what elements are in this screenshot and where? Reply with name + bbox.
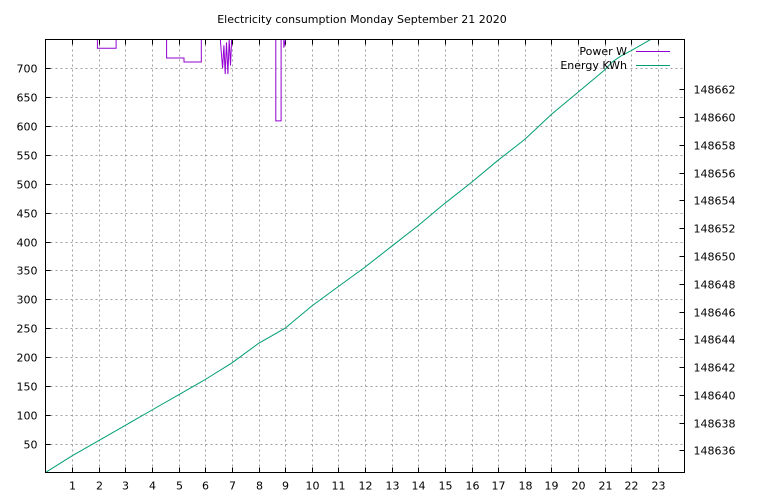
y2-tick-label: 148646 [694, 307, 736, 320]
y2-tick-label: 148640 [694, 390, 736, 403]
y-tick-label: 700 [17, 63, 38, 76]
y2-tick-label: 148652 [694, 223, 736, 236]
x-tick-label: 17 [492, 480, 506, 493]
x-tick-label: 7 [229, 480, 236, 493]
x-tick-label: 15 [439, 480, 453, 493]
grid-layer [45, 39, 685, 473]
y-tick-label: 100 [17, 410, 38, 423]
y2-tick-label: 148656 [694, 168, 736, 181]
series-line-2 [45, 39, 652, 473]
x-tick-label: 22 [625, 480, 639, 493]
x-tick-label: 6 [202, 480, 209, 493]
x-tick-label: 16 [466, 480, 480, 493]
series-layer [45, 39, 652, 473]
y2-tick-label: 148638 [694, 418, 736, 431]
y-tick-label: 600 [17, 121, 38, 134]
plot-frame [45, 39, 685, 473]
y2-tick-label: 148650 [694, 251, 736, 264]
tick-layer: 1 2 3 4 5 6 7 8 9 10 11 12 13 14 15 16 17 18 19 20 21 22 23501… [17, 39, 736, 493]
legend-label: Power W [579, 45, 627, 58]
y2-tick-label: 148658 [694, 140, 736, 153]
y-tick-label: 500 [17, 179, 38, 192]
x-tick-label: 1 [69, 480, 76, 493]
y2-tick-label: 148644 [694, 334, 736, 347]
x-tick-label: 8 [256, 480, 263, 493]
y-tick-label: 250 [17, 323, 38, 336]
y-tick-label: 450 [17, 208, 38, 221]
y-tick-label: 350 [17, 265, 38, 278]
x-tick-label: 13 [386, 480, 400, 493]
y2-tick-label: 148660 [694, 112, 736, 125]
x-tick-label: 10 [306, 480, 320, 493]
x-tick-label: 21 [599, 480, 613, 493]
y-tick-label: 650 [17, 92, 38, 105]
y2-tick-label: 148648 [694, 279, 736, 292]
y-tick-label: 200 [17, 352, 38, 365]
chart-title: Electricity consumption Monday September… [217, 13, 507, 26]
y2-tick-label: 148662 [694, 84, 736, 97]
x-tick-label: 20 [572, 480, 586, 493]
y-tick-label: 400 [17, 237, 38, 250]
y2-tick-label: 148654 [694, 195, 736, 208]
x-tick-label: 19 [545, 480, 559, 493]
x-tick-label: 4 [149, 480, 156, 493]
x-tick-label: 11 [332, 480, 346, 493]
x-tick-label: 14 [412, 480, 426, 493]
x-tick-label: 2 [96, 480, 103, 493]
x-tick-label: 12 [359, 480, 373, 493]
legend-label: Energy KWh [560, 59, 627, 72]
y-tick-label: 50 [24, 439, 38, 452]
x-tick-label: 23 [652, 480, 666, 493]
x-tick-label: 5 [176, 480, 183, 493]
x-tick-label: 18 [519, 480, 533, 493]
x-tick-label: 3 [122, 480, 129, 493]
series-line-1 [96, 39, 286, 122]
y-tick-label: 300 [17, 294, 38, 307]
y2-tick-label: 148642 [694, 362, 736, 375]
y-tick-label: 150 [17, 381, 38, 394]
x-tick-label: 9 [282, 480, 289, 493]
y2-tick-label: 148636 [694, 445, 736, 458]
y-tick-label: 550 [17, 150, 38, 163]
